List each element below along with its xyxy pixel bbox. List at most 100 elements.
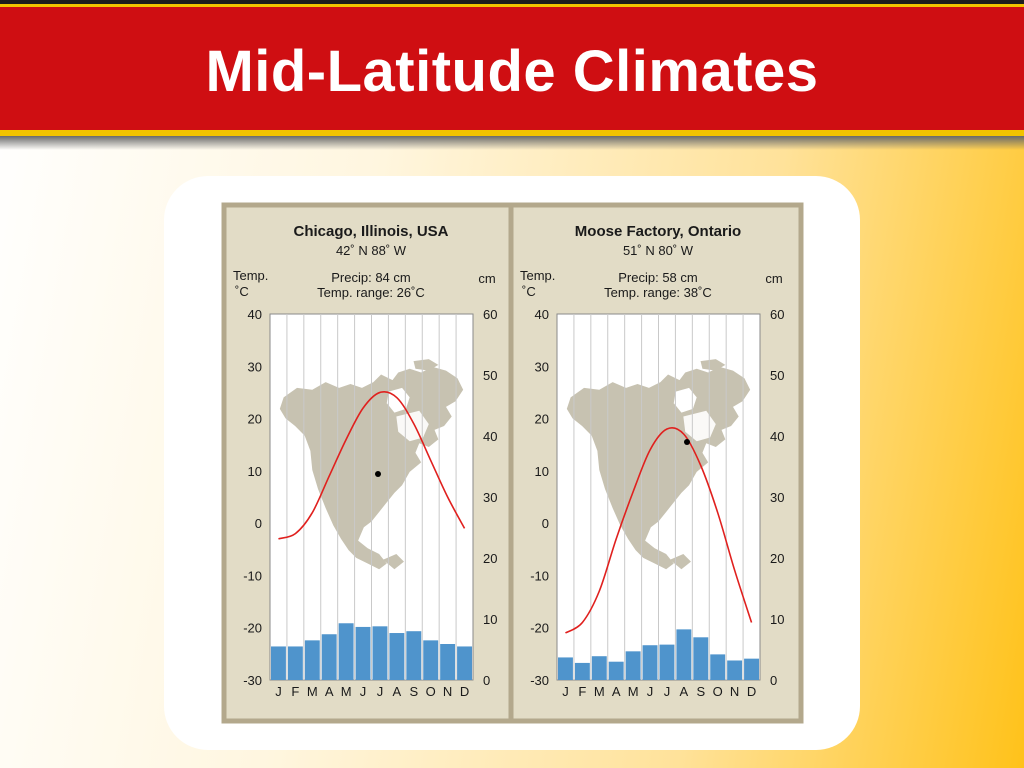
location-dot xyxy=(684,439,690,445)
temp-tick-label: -10 xyxy=(243,568,262,583)
precip-bar xyxy=(558,657,573,680)
chart-title: Moose Factory, Ontario xyxy=(575,223,741,240)
month-label: J xyxy=(664,684,671,699)
right-axis-label: cm xyxy=(765,271,782,286)
month-label: J xyxy=(647,684,654,699)
banner-shadow xyxy=(0,136,1024,150)
precip-bar xyxy=(608,661,624,680)
month-label: A xyxy=(612,684,621,699)
precip-bar xyxy=(440,644,456,680)
precip-tick-label: 60 xyxy=(770,307,784,322)
precip-tick-label: 30 xyxy=(770,490,784,505)
temp-range-summary: Temp. range: 26˚C xyxy=(317,285,425,300)
climate-panel-1: Chicago, Illinois, USA 42˚ N 88˚ W Precip:… xyxy=(221,202,517,724)
temp-tick-label: 30 xyxy=(248,359,262,374)
precip-tick-label: 20 xyxy=(770,551,784,566)
temp-tick-label: 0 xyxy=(255,516,262,531)
precip-summary: Precip: 58 cm xyxy=(618,270,697,285)
left-axis-label-temp: Temp. xyxy=(233,268,268,283)
chart-subtitle: 42˚ N 88˚ W xyxy=(336,243,407,258)
precip-bar xyxy=(591,656,607,680)
precip-tick-label: 50 xyxy=(483,368,497,383)
precip-bar xyxy=(710,654,726,680)
temperature-line xyxy=(565,427,753,634)
precip-bar xyxy=(727,660,743,680)
temperature-line xyxy=(278,390,466,540)
month-label: A xyxy=(680,684,689,699)
month-label: F xyxy=(578,684,586,699)
month-label: J xyxy=(360,684,367,699)
month-label: S xyxy=(696,684,705,699)
temp-tick-label: 20 xyxy=(248,412,262,427)
precip-bar xyxy=(659,644,675,680)
chart-subtitle: 51˚ N 80˚ W xyxy=(623,243,694,258)
precip-bar xyxy=(457,646,472,680)
month-label: M xyxy=(341,684,352,699)
precip-bar xyxy=(574,662,590,680)
month-label: M xyxy=(628,684,639,699)
precip-tick-label: 40 xyxy=(483,429,497,444)
precip-tick-label: 50 xyxy=(770,368,784,383)
precip-tick-label: 10 xyxy=(483,612,497,627)
month-label: F xyxy=(291,684,299,699)
precip-bar xyxy=(693,637,709,680)
temp-tick-label: 10 xyxy=(535,464,549,479)
precip-tick-label: 20 xyxy=(483,551,497,566)
temp-tick-label: -30 xyxy=(530,673,549,688)
temp-tick-label: 20 xyxy=(535,412,549,427)
temp-tick-label: -10 xyxy=(530,568,549,583)
precip-summary: Precip: 84 cm xyxy=(331,270,410,285)
month-label: A xyxy=(393,684,402,699)
month-label: O xyxy=(713,684,723,699)
precip-bar xyxy=(744,658,759,680)
precip-tick-label: 0 xyxy=(483,673,490,688)
precip-bar xyxy=(287,646,303,680)
left-axis-label-unit: ˚C xyxy=(235,284,249,299)
precip-bar xyxy=(389,633,405,680)
temp-tick-label: -20 xyxy=(243,621,262,636)
precip-bar xyxy=(625,651,641,680)
precip-bar xyxy=(423,640,439,680)
left-axis-label-temp: Temp. xyxy=(520,268,555,283)
slide-title: Mid-Latitude Climates xyxy=(205,39,819,104)
temp-tick-label: 40 xyxy=(248,307,262,322)
precip-bar xyxy=(676,629,692,680)
month-label: N xyxy=(443,684,452,699)
precip-bar xyxy=(372,626,388,680)
month-label: J xyxy=(562,684,569,699)
month-label: M xyxy=(307,684,318,699)
month-label: S xyxy=(409,684,418,699)
month-label: A xyxy=(325,684,334,699)
temp-tick-label: 10 xyxy=(248,464,262,479)
location-dot xyxy=(375,471,381,477)
climate-panel-2: Moose Factory, Ontario 51˚ N 80˚ W Precip:… xyxy=(508,202,804,724)
precip-bar xyxy=(338,623,354,680)
temp-range-summary: Temp. range: 38˚C xyxy=(604,285,712,300)
precip-bar xyxy=(406,631,422,680)
month-label: J xyxy=(275,684,282,699)
precip-bar xyxy=(355,626,371,680)
right-axis-label: cm xyxy=(478,271,495,286)
temp-tick-label: -30 xyxy=(243,673,262,688)
top-dark-stripe xyxy=(0,0,1024,4)
precip-bar xyxy=(642,645,658,680)
title-banner xyxy=(0,4,1024,136)
chart-title: Chicago, Illinois, USA xyxy=(293,223,448,240)
month-label: M xyxy=(594,684,605,699)
month-label: D xyxy=(747,684,756,699)
month-label: O xyxy=(426,684,436,699)
precip-bar xyxy=(321,634,337,680)
left-axis-label-unit: ˚C xyxy=(522,284,536,299)
precip-tick-label: 10 xyxy=(770,612,784,627)
precip-tick-label: 30 xyxy=(483,490,497,505)
precip-tick-label: 60 xyxy=(483,307,497,322)
precip-tick-label: 0 xyxy=(770,673,777,688)
temp-tick-label: -20 xyxy=(530,621,549,636)
temp-tick-label: 0 xyxy=(542,516,549,531)
precip-tick-label: 40 xyxy=(770,429,784,444)
precip-bar xyxy=(304,640,320,680)
month-label: J xyxy=(377,684,384,699)
month-label: N xyxy=(730,684,739,699)
temp-tick-label: 30 xyxy=(535,359,549,374)
